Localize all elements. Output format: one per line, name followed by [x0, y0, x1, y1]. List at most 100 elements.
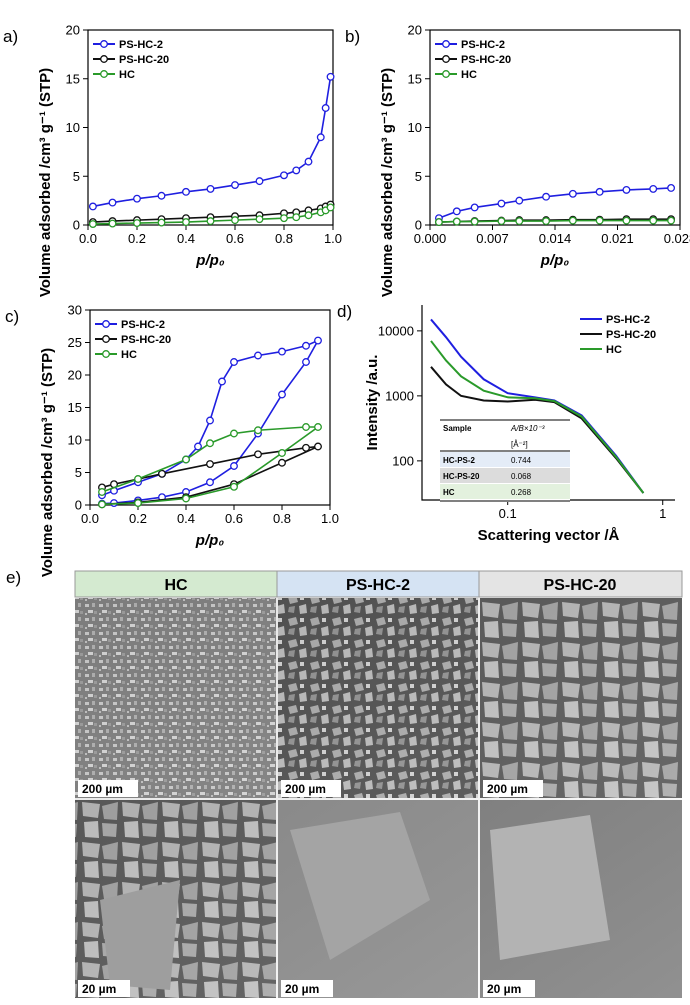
x-tick-label: 0.0	[79, 231, 97, 246]
x-axis-label: p/p₀	[540, 252, 569, 269]
data-point	[452, 207, 461, 216]
data-point	[314, 442, 322, 451]
x-tick-label: 0.028	[664, 231, 690, 246]
x-tick-label: 0.0	[81, 511, 99, 526]
y-axis-label: Volume adsorbed /cm³ g⁻¹ (STP)	[39, 348, 56, 577]
data-point	[622, 185, 631, 194]
y-tick-label: 5	[73, 169, 80, 184]
panel-label: d)	[337, 302, 352, 321]
y-tick-label: 5	[415, 169, 422, 184]
x-tick-label: 1	[659, 506, 666, 521]
data-point	[302, 443, 310, 452]
y-tick-label: 10000	[378, 323, 414, 338]
legend-label: PS-HC-20	[606, 329, 656, 341]
data-point	[470, 217, 479, 226]
data-point	[434, 218, 443, 227]
data-point	[304, 211, 313, 220]
data-point	[108, 219, 117, 228]
chart: d) 0.1 1 100 1000 10000 Scattering vector /Å In…	[337, 302, 675, 544]
data-point	[316, 133, 325, 142]
data-point	[231, 181, 239, 189]
legend-marker	[442, 55, 450, 63]
x-tick-label: 0.4	[177, 231, 195, 246]
legend-marker	[100, 55, 108, 63]
panel-label: e)	[6, 568, 21, 587]
data-point	[182, 494, 190, 503]
y-axis-label: Intensity /a.u.	[364, 355, 381, 451]
data-point	[470, 203, 479, 212]
data-point	[302, 423, 310, 431]
data-point	[157, 218, 166, 227]
y-tick-label: 10	[408, 120, 422, 135]
y-axis-label: Volume adsorbed /cm³ g⁻¹ (STP)	[37, 68, 54, 297]
data-point	[255, 215, 264, 224]
data-point	[515, 217, 524, 226]
table-row	[440, 468, 570, 483]
table-cell: 0.744	[511, 456, 532, 465]
y-tick-label: 15	[66, 71, 80, 86]
y-tick-label: 5	[75, 465, 82, 480]
data-point	[280, 214, 288, 223]
data-point	[231, 216, 239, 225]
series-line	[438, 187, 672, 219]
data-point	[206, 478, 214, 487]
data-point	[206, 184, 215, 193]
chart: c) 0.0 0.2 0.4 0.6 0.8 1.0 0 5 10 15 20 25 30 p/p₀ Volu…	[5, 303, 339, 578]
legend-label: PS-HC-20	[119, 54, 169, 66]
y-tick-label: 20	[408, 23, 422, 38]
sem-panel: e) HC PS-HC-2 PS-HC-20 200 µm 200 µm 200…	[6, 568, 683, 998]
legend-label: HC	[121, 349, 137, 361]
chart: a) 0.0 0.2 0.4 0.6 0.8 1.0 0 5 10 15 20 p/p₀ Volume a…	[3, 23, 342, 298]
scale-label: 20 µm	[487, 982, 521, 996]
x-tick-label: 0.6	[225, 511, 243, 526]
data-point	[206, 439, 214, 448]
y-tick-label: 0	[73, 218, 80, 233]
data-point	[194, 442, 202, 451]
data-point	[497, 217, 506, 226]
data-point	[515, 196, 524, 205]
table-cell: 0.268	[511, 488, 532, 497]
table-header: A/B×10⁻³	[510, 424, 545, 433]
legend-marker	[442, 70, 450, 78]
data-point	[88, 202, 97, 211]
data-point	[667, 216, 676, 225]
data-point	[292, 213, 301, 222]
axis-frame	[421, 305, 675, 501]
data-point	[568, 216, 577, 225]
legend-label: PS-HC-2	[119, 39, 163, 51]
x-tick-label: 0.2	[129, 511, 147, 526]
y-axis-label: Volume adsorbed /cm³ g⁻¹ (STP)	[379, 68, 396, 297]
data-point	[497, 199, 506, 208]
data-point	[649, 216, 658, 225]
table-cell: HC-PS-2	[443, 456, 476, 465]
data-point	[206, 217, 215, 226]
data-point	[206, 460, 214, 468]
data-point	[595, 187, 604, 196]
column-header: PS-HC-20	[544, 577, 617, 594]
data-point	[314, 423, 322, 431]
x-axis-label: Scattering vector /Å	[478, 527, 620, 544]
panel-label: c)	[5, 307, 19, 326]
data-point	[278, 449, 286, 457]
data-point	[622, 216, 631, 225]
data-point	[254, 426, 262, 435]
data-point	[304, 157, 313, 166]
data-point	[157, 191, 166, 200]
series-line	[101, 445, 319, 506]
x-tick-label: 0.8	[273, 511, 291, 526]
data-point	[595, 216, 604, 225]
chart: b) 0.000 0.007 0.014 0.021 0.028 0 5 10 15 20 p/p₀ V…	[345, 23, 690, 298]
data-point	[182, 455, 190, 464]
x-tick-label: 1.0	[324, 231, 342, 246]
data-point	[108, 198, 117, 207]
y-tick-label: 20	[66, 23, 80, 38]
x-tick-label: 0.021	[601, 231, 634, 246]
scale-label: 20 µm	[285, 982, 319, 996]
data-point	[182, 187, 190, 196]
data-point	[321, 104, 330, 112]
table-cell: HC	[443, 488, 455, 497]
data-point	[98, 500, 106, 509]
header-cell	[74, 570, 278, 598]
data-point	[230, 482, 238, 491]
y-tick-label: 10	[66, 120, 80, 135]
